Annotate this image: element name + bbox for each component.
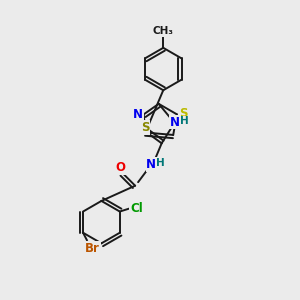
Text: S: S <box>141 121 149 134</box>
Text: CH₃: CH₃ <box>153 26 174 36</box>
Text: H: H <box>180 116 189 126</box>
Text: Br: Br <box>85 242 100 255</box>
Text: S: S <box>179 106 188 120</box>
Text: N: N <box>133 108 143 121</box>
Text: H: H <box>156 158 165 168</box>
Text: N: N <box>146 158 156 171</box>
Text: O: O <box>116 161 125 174</box>
Text: Cl: Cl <box>130 202 143 215</box>
Text: N: N <box>170 116 180 129</box>
